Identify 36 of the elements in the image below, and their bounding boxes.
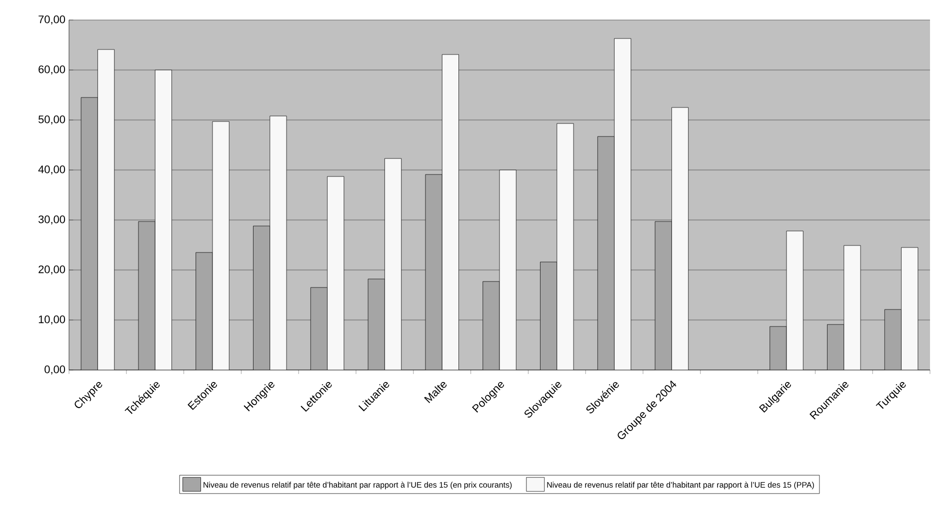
bar bbox=[884, 309, 902, 370]
bar bbox=[500, 170, 516, 370]
y-tick-label: 30,00 bbox=[38, 215, 66, 225]
y-tick-label: 20,00 bbox=[38, 265, 66, 275]
bar bbox=[770, 326, 787, 370]
bar bbox=[556, 123, 574, 370]
y-tick-label: 10,00 bbox=[38, 315, 66, 325]
bar bbox=[786, 230, 804, 370]
bar bbox=[442, 54, 459, 370]
bar bbox=[253, 226, 270, 370]
y-tick-label: 60,00 bbox=[38, 65, 66, 75]
bar bbox=[98, 49, 114, 370]
bar bbox=[598, 136, 614, 370]
bar bbox=[81, 97, 98, 370]
bar bbox=[425, 174, 442, 370]
y-tick-label: 0,00 bbox=[44, 365, 66, 375]
bar bbox=[155, 70, 172, 370]
bar bbox=[212, 121, 230, 370]
bar bbox=[138, 221, 156, 370]
y-tick-label: 40,00 bbox=[38, 165, 66, 175]
bar bbox=[655, 221, 672, 370]
bar bbox=[901, 247, 918, 370]
bar bbox=[196, 252, 213, 370]
bar bbox=[310, 287, 328, 370]
bar bbox=[482, 281, 500, 370]
bar bbox=[614, 38, 631, 370]
bar bbox=[384, 158, 402, 370]
bar bbox=[827, 324, 844, 370]
bar bbox=[540, 262, 557, 370]
bar bbox=[844, 245, 861, 370]
bar bbox=[270, 116, 287, 370]
bar bbox=[368, 278, 385, 370]
y-tick-label: 50,00 bbox=[38, 115, 66, 125]
bar bbox=[327, 176, 344, 370]
bar bbox=[672, 107, 688, 370]
y-tick-label: 70,00 bbox=[38, 15, 66, 25]
